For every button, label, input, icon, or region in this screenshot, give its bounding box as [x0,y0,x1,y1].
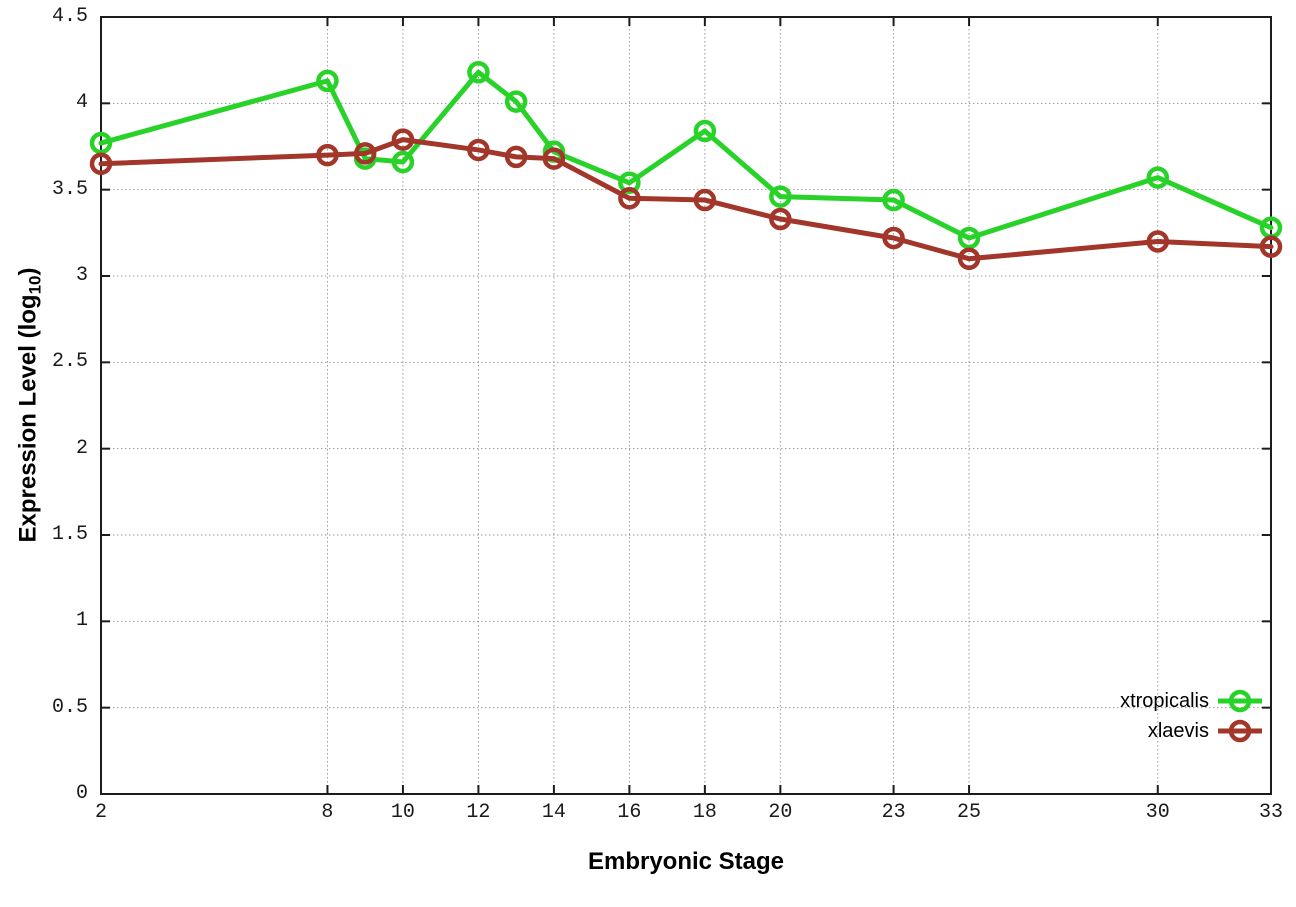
data-point-xlaevis [89,152,113,176]
series-line-xlaevis [98,137,1274,262]
x-tick-label: 16 [617,801,642,824]
legend-marker-xlaevis [1218,719,1262,743]
data-point-xlaevis [769,207,792,231]
plot-border [100,16,1272,795]
y-tick-label: 2 [75,436,88,460]
data-point-xlaevis [504,145,528,169]
y-tick-label: 2.5 [51,350,88,374]
data-point-xtropicalis [391,150,415,174]
legend-item-xlaevis: xlaevis [1120,716,1262,746]
y-tick-label: 0 [75,782,88,805]
y-tick-label: 4 [75,91,88,115]
x-tick-label: 14 [541,801,566,824]
legend: xtropicalis xlaevis [1120,686,1262,746]
y-tick-label: 3 [75,264,88,287]
x-tick-label: 25 [957,801,982,824]
data-point-xtropicalis [769,185,792,208]
data-point-xlaevis [618,187,641,210]
data-point-xtropicalis [693,119,717,143]
legend-label-xlaevis: xlaevis [1147,719,1209,742]
x-tick-label: 30 [1145,801,1170,824]
legend-label-xtropicalis: xtropicalis [1120,689,1209,712]
x-tick-label: 2 [94,801,107,824]
data-point-xtropicalis [504,90,528,113]
y-axis-title-suffix: ) [14,267,42,276]
y-tick-label: 1.5 [51,523,88,546]
data-point-xlaevis [467,138,490,162]
data-point-xlaevis [693,188,717,212]
y-tick-label: 1 [75,609,88,633]
x-tick-label: 23 [881,801,906,824]
y-axis-title-text: Expression Level (log [14,294,42,543]
x-tick-label: 10 [390,801,415,824]
data-point-xtropicalis [1146,166,1170,189]
data-point-xtropicalis [89,131,113,155]
data-point-xtropicalis [882,188,905,212]
data-point-xlaevis [542,147,566,170]
y-tick-label: 0.5 [51,695,88,719]
x-tick-label: 8 [321,801,334,824]
x-tick-label: 18 [692,801,717,824]
y-tick-label: 4.5 [51,5,88,28]
y-axis-title: Expression Level (log10) [15,268,46,543]
legend-item-xtropicalis: xtropicalis [1120,686,1262,716]
data-point-xtropicalis [618,171,641,195]
data-point-xlaevis [1259,235,1283,258]
data-point-xlaevis [957,247,981,270]
data-point-xlaevis [1146,230,1170,253]
data-point-xtropicalis [316,69,339,93]
x-axis-title: Embryonic Stage [587,848,785,875]
legend-marker-xtropicalis [1218,689,1262,713]
y-tick-label: 3.5 [51,177,88,201]
data-point-xlaevis [316,143,339,167]
y-axis-title-subscript: 10 [25,275,45,295]
data-point-xlaevis [882,226,905,250]
x-tick-label: 20 [768,801,793,824]
data-point-xlaevis [353,142,377,165]
data-point-xlaevis [391,128,415,151]
data-point-xtropicalis [957,226,981,250]
data-point-xtropicalis [467,61,490,84]
x-tick-label: 12 [466,801,491,824]
x-tick-label: 33 [1258,801,1283,824]
